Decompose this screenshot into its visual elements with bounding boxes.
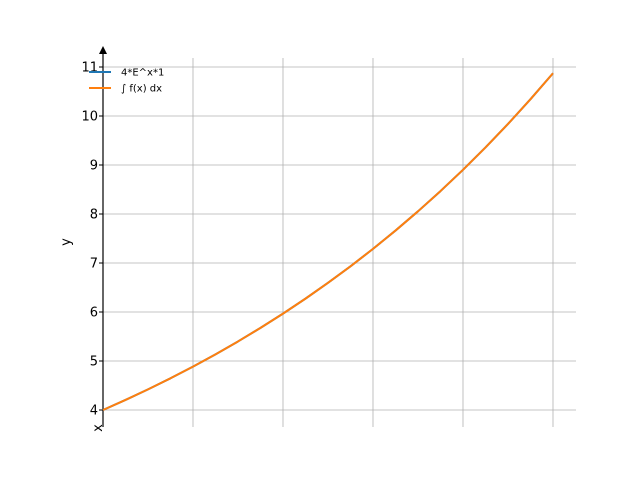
- axes: [99, 46, 107, 427]
- y-tick-labels: 4 5 6 7 8 9 10 11: [81, 61, 103, 419]
- y-tick-label: 7: [90, 257, 98, 272]
- y-axis-label: y: [59, 238, 74, 246]
- legend-label-1: 4*E^x*1: [121, 68, 164, 79]
- legend: 4*E^x*1 ∫ f(x) dx: [89, 68, 164, 95]
- y-axis-arrow: [99, 46, 107, 54]
- y-tick-label: 5: [90, 355, 98, 370]
- y-tick-label: 10: [81, 110, 98, 125]
- legend-label-2: ∫ f(x) dx: [121, 84, 162, 95]
- y-tick-label: 8: [90, 208, 98, 223]
- y-tick-label: 6: [90, 306, 98, 321]
- y-tick-label: 11: [81, 61, 98, 76]
- series-line-2: [102, 72, 554, 411]
- grid: [102, 58, 576, 427]
- y-tick-label: 9: [90, 159, 98, 174]
- series: [102, 72, 554, 411]
- y-tick-label: 4: [90, 404, 98, 419]
- x-axis-label: x: [91, 424, 106, 432]
- series-line-1: [102, 72, 554, 411]
